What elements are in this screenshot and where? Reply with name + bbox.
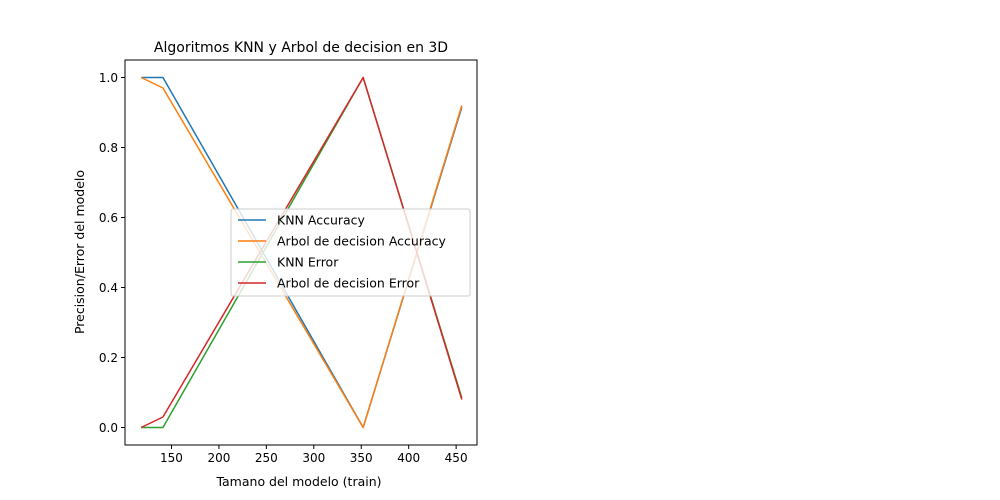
y-tick-label: 0.0 — [99, 421, 118, 435]
y-tick-label: 1.0 — [99, 71, 118, 85]
legend-label-3: KNN Error — [277, 255, 339, 270]
x-tick-label: 300 — [302, 451, 325, 465]
x-tick-label: 200 — [207, 451, 230, 465]
y-tick-label: 0.2 — [99, 351, 118, 365]
legend-label-1: KNN Accuracy — [277, 213, 366, 228]
ticks-layer: 150 200 250 300 350 400 450 0.0 0.2 0.4 0.6 0.8 1.0 — [99, 71, 468, 465]
legend-box — [230, 208, 471, 297]
legend-label-4: Arbol de decision Error — [277, 276, 420, 291]
x-tick-label: 250 — [255, 451, 278, 465]
x-tick-label: 400 — [397, 451, 420, 465]
y-tick-label: 0.8 — [99, 141, 118, 155]
y-axis-label: Precision/Error del modelo — [72, 170, 87, 334]
x-axis-label: Tamano del modelo (train) — [215, 474, 381, 489]
y-tick-label: 0.4 — [99, 281, 118, 295]
x-tick-label: 150 — [160, 451, 183, 465]
legend-label-2: Arbol de decision Accuracy — [277, 234, 446, 249]
axes-frame — [124, 59, 478, 446]
y-tick-label: 0.6 — [99, 211, 118, 225]
x-tick-label: 350 — [350, 451, 373, 465]
legend: KNN Accuracy Arbol de decision Accuracy KN… — [230, 208, 471, 297]
x-tick-label: 450 — [445, 451, 468, 465]
chart-title: Algoritmos KNN y Arbol de decision en 3D — [154, 40, 448, 56]
